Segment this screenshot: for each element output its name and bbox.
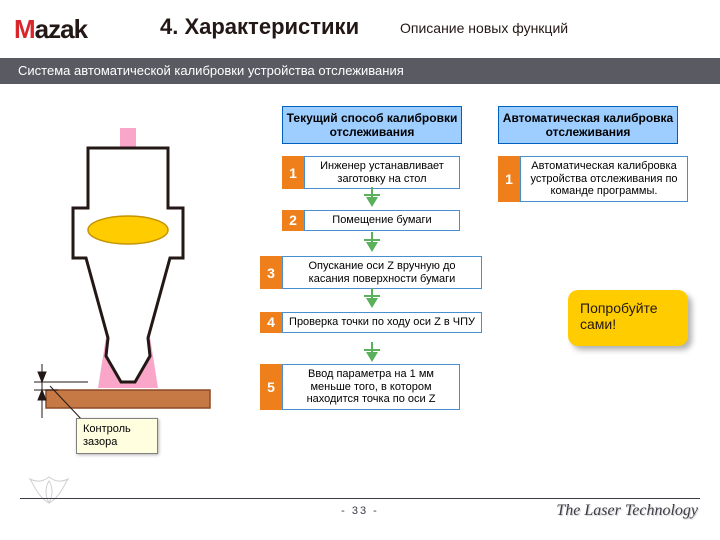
current-method-header: Текущий способ калибровки отслеживания — [282, 106, 462, 144]
step-left-2: 2 Помещение бумаги — [282, 210, 460, 231]
workpiece — [46, 390, 210, 408]
logo-rest: azak — [35, 14, 87, 44]
step-number: 1 — [498, 156, 520, 202]
footer-brand: The Laser Technology — [556, 502, 698, 520]
flow-arrow-4 — [362, 342, 382, 364]
step-text: Опускание оси Z вручную до касания повер… — [282, 256, 482, 289]
step-left-5: 5 Ввод параметра на 1 мм меньше того, в … — [260, 364, 460, 410]
step-number: 3 — [260, 256, 282, 289]
flow-arrow-3 — [362, 288, 382, 310]
flow-arrow-2 — [362, 232, 382, 254]
brand-logo: Mazak — [14, 14, 87, 45]
step-text: Ввод параметра на 1 мм меньше того, в ко… — [282, 364, 460, 410]
step-number: 1 — [282, 156, 304, 189]
nozzle-diagram — [28, 128, 228, 438]
try-it-callout: Попробуйте сами! — [568, 290, 688, 346]
nozzle-body — [73, 148, 183, 382]
step-text: Автоматическая калибровка устройства отс… — [520, 156, 688, 202]
section-title: 4. Характеристики — [160, 14, 359, 40]
step-text: Проверка точки по ходу оси Z в ЧПУ — [282, 312, 482, 333]
flow-arrow-1 — [362, 187, 382, 209]
logo-first-letter: M — [14, 14, 35, 44]
page-number: - 33 - — [341, 505, 379, 517]
topic-banner: Система автоматической калибровки устрой… — [0, 58, 720, 84]
step-number: 2 — [282, 210, 304, 231]
step-text: Помещение бумаги — [304, 210, 460, 231]
focus-lens — [88, 216, 168, 244]
step-number: 4 — [260, 312, 282, 333]
auto-method-header: Автоматическая калибровка отслеживания — [498, 106, 678, 144]
step-text: Инженер устанавливает заготовку на стол — [304, 156, 460, 189]
step-right-1: 1 Автоматическая калибровка устройства о… — [498, 156, 688, 202]
section-subtitle: Описание новых функций — [400, 20, 568, 36]
step-left-1: 1 Инженер устанавливает заготовку на сто… — [282, 156, 460, 189]
step-number: 5 — [260, 364, 282, 410]
gap-control-callout: Контроль зазора — [76, 418, 158, 454]
phoenix-watermark-icon — [28, 475, 70, 507]
footer-divider — [20, 498, 700, 499]
step-left-3: 3 Опускание оси Z вручную до касания пов… — [260, 256, 482, 289]
step-left-4: 4 Проверка точки по ходу оси Z в ЧПУ — [260, 312, 482, 333]
